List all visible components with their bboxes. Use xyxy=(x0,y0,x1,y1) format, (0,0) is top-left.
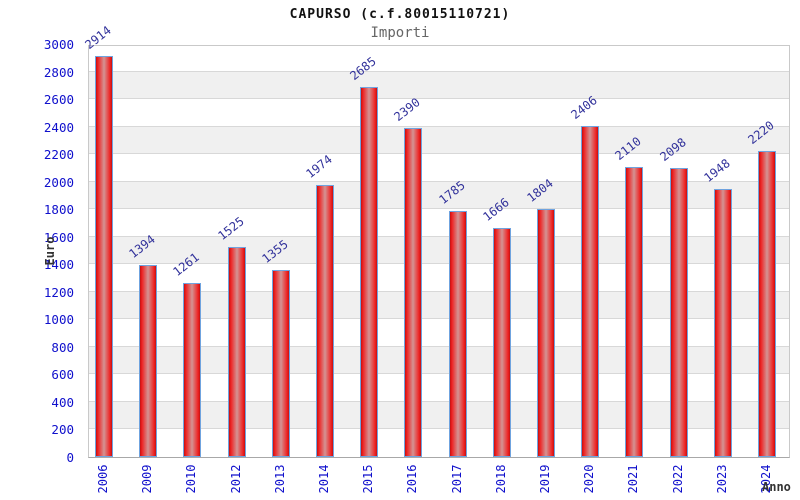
gridline xyxy=(89,180,789,182)
gridline xyxy=(89,345,789,347)
bar xyxy=(669,168,688,457)
bar xyxy=(448,211,467,457)
gridline xyxy=(89,208,789,210)
bar xyxy=(625,166,644,457)
y-axis-label: Euro xyxy=(43,236,57,266)
gridline xyxy=(89,98,789,100)
x-axis-label: Anno xyxy=(762,480,791,494)
y-tick-label: 600 xyxy=(51,367,74,383)
bar xyxy=(404,127,423,457)
x-tick-label: 2021 xyxy=(626,464,641,494)
y-tick-label: 2800 xyxy=(43,64,74,80)
bar xyxy=(537,208,555,457)
gridline xyxy=(89,318,789,320)
x-tick-label: 2012 xyxy=(228,464,243,494)
y-tick-label: 2000 xyxy=(43,174,74,190)
y-tick-label: 200 xyxy=(51,422,74,438)
gridline xyxy=(89,70,789,72)
bar xyxy=(227,247,246,457)
plot-band xyxy=(89,126,789,155)
x-tick-label: 2017 xyxy=(449,464,464,494)
y-tick-label: 3000 xyxy=(43,37,74,52)
gridline xyxy=(89,125,789,127)
bar xyxy=(183,283,202,457)
gridline xyxy=(89,263,789,265)
gridline xyxy=(89,290,789,292)
x-tick-label: 2023 xyxy=(714,464,729,494)
x-tick-label: 2018 xyxy=(493,464,508,494)
bar xyxy=(139,265,158,457)
bar xyxy=(492,227,511,457)
bar xyxy=(271,270,290,457)
gridline xyxy=(89,153,789,155)
gridline xyxy=(89,400,789,402)
x-tick-label: 2019 xyxy=(538,464,552,494)
y-tick-label: 1200 xyxy=(43,284,74,300)
bar xyxy=(360,87,379,457)
bar xyxy=(316,185,334,457)
y-tick-label: 2600 xyxy=(43,92,74,108)
plot-area xyxy=(88,45,790,458)
x-tick-label: 2020 xyxy=(582,464,597,494)
gridline xyxy=(89,235,789,237)
y-tick-label: 2200 xyxy=(43,147,74,163)
plot-band xyxy=(89,71,789,100)
bar xyxy=(758,151,776,457)
y-tick-label: 0 xyxy=(66,450,74,465)
chart-subtitle: Importi xyxy=(370,25,430,41)
x-tick-label: 2013 xyxy=(272,464,287,494)
gridline xyxy=(89,428,789,430)
x-tick-label: 2006 xyxy=(96,464,110,494)
x-tick-label: 2010 xyxy=(184,464,199,494)
chart-title: CAPURSO (c.f.80015110721) xyxy=(289,7,511,22)
y-tick-label: 800 xyxy=(51,339,74,355)
bar xyxy=(713,188,732,457)
y-tick-label: 400 xyxy=(51,394,74,410)
bar xyxy=(95,55,113,457)
y-tick-label: 1600 xyxy=(43,229,74,245)
y-tick-label: 1400 xyxy=(43,257,74,273)
y-tick-label: 2400 xyxy=(43,119,74,135)
x-tick-label: 2016 xyxy=(405,464,420,494)
y-tick-label: 1800 xyxy=(43,202,74,218)
y-tick-label: 1000 xyxy=(43,312,74,328)
x-tick-label: 2022 xyxy=(670,464,685,494)
bar xyxy=(581,125,600,457)
x-tick-label: 2009 xyxy=(140,464,155,494)
x-tick-label: 2015 xyxy=(361,464,376,494)
gridline xyxy=(89,373,789,375)
x-tick-label: 2014 xyxy=(317,464,331,494)
